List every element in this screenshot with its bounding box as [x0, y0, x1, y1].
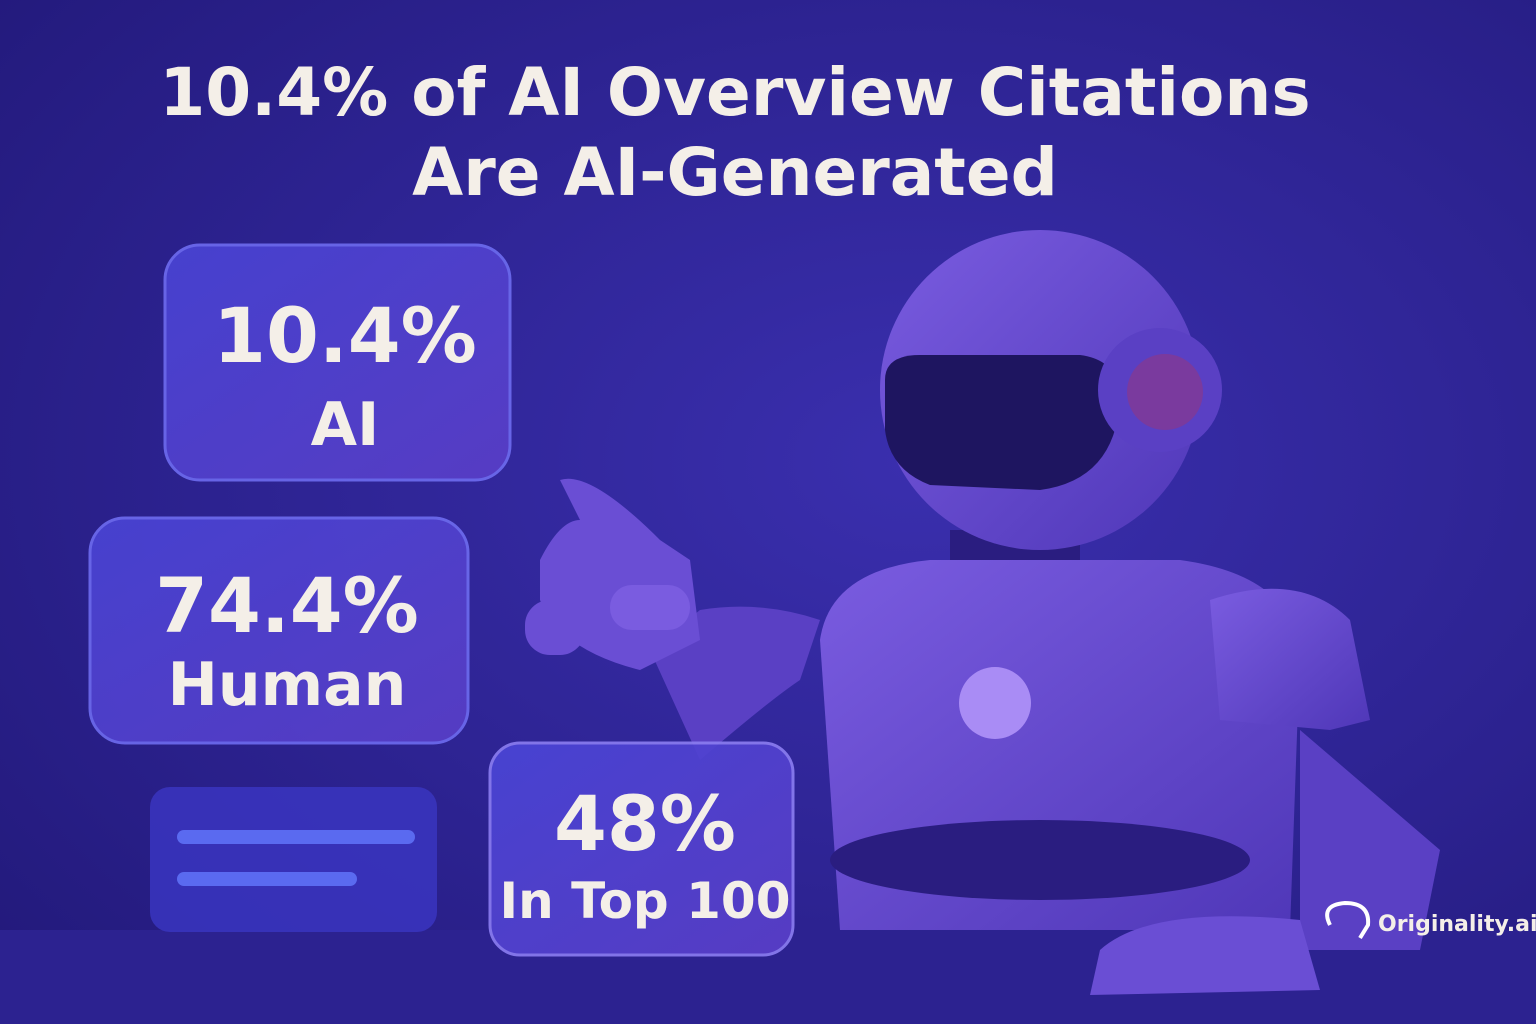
- robot: [525, 230, 1440, 995]
- stat-value: 10.4%: [213, 291, 477, 380]
- stat-label: In Top 100: [500, 872, 791, 930]
- placeholder-card: [150, 787, 437, 932]
- stat-card: 48% In Top 100: [488, 741, 795, 957]
- title-line: Are AI-Generated: [412, 134, 1058, 211]
- stat-label: Human: [168, 650, 407, 720]
- brand-name: Originality.ai: [1378, 912, 1536, 937]
- title-line: 10.4% of AI Overview Citations: [159, 54, 1310, 131]
- brand: Originality.ai: [1325, 900, 1536, 940]
- stat-card: 74.4% Human: [88, 516, 470, 745]
- stat-value: 74.4%: [155, 561, 419, 650]
- stat-label: AI: [311, 390, 380, 460]
- stat-card: 10.4% AI: [163, 243, 512, 482]
- stat-value: 48%: [554, 779, 736, 868]
